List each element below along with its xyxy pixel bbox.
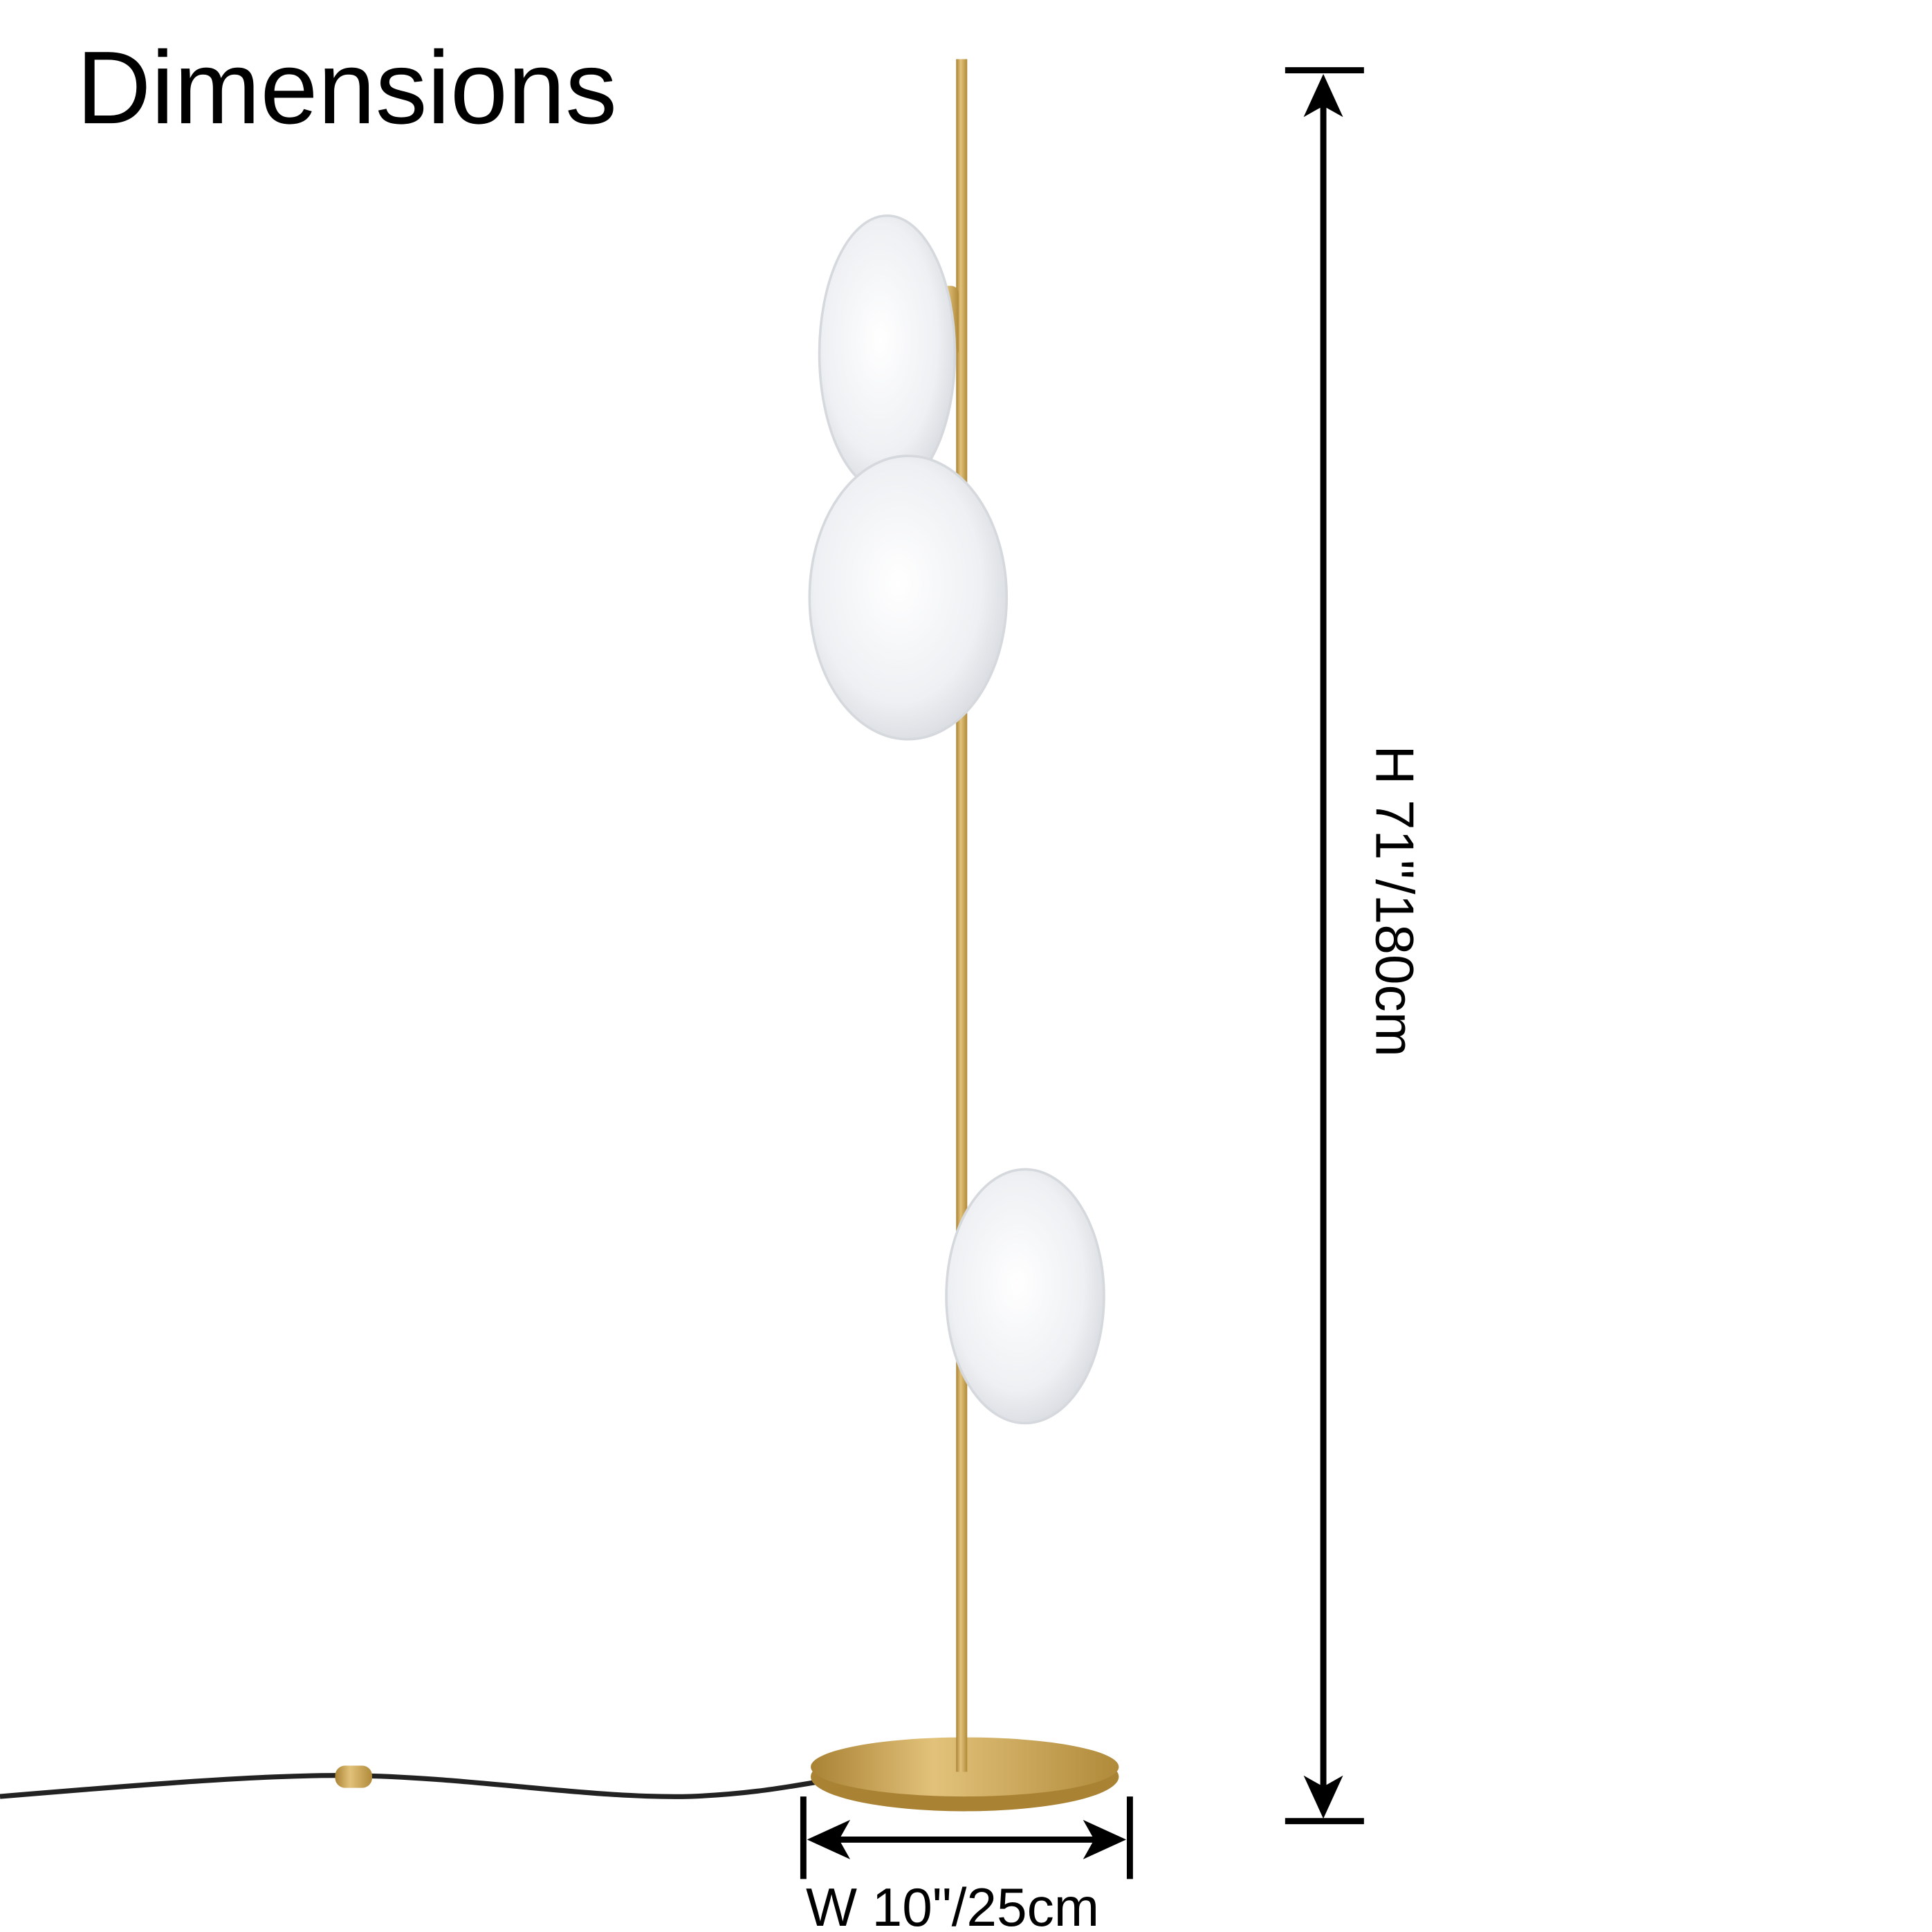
floor-lamp-illustration: [0, 59, 1119, 1812]
height-dimension: H 71"/180cm: [1285, 67, 1426, 1825]
height-label: H 71"/180cm: [1365, 746, 1426, 1057]
arrow-down-icon: [1303, 1775, 1343, 1819]
glass-shade-middle: [808, 454, 1009, 741]
foot-switch: [335, 1765, 372, 1788]
arrow-up-icon: [1303, 73, 1343, 118]
power-cord: [0, 1773, 820, 1799]
page-title: Dimensions: [76, 30, 617, 145]
glass-shade-top: [818, 214, 957, 493]
width-label: W 10"/25cm: [806, 1877, 1099, 1932]
width-dimension: W 10"/25cm: [800, 1796, 1133, 1932]
arrow-left-icon: [807, 1819, 851, 1859]
glass-shade-bottom: [945, 1168, 1105, 1425]
arrow-right-icon: [1083, 1819, 1127, 1859]
